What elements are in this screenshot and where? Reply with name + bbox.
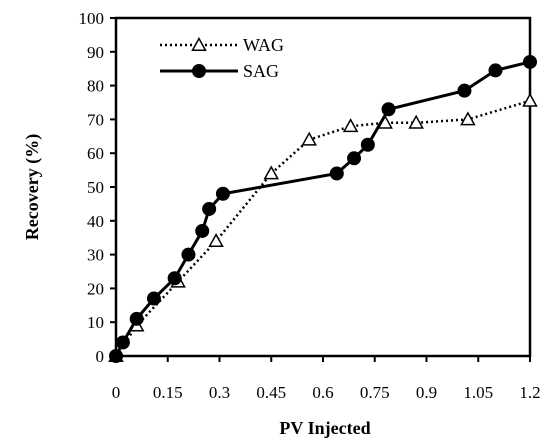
y-tick-label: 80 xyxy=(87,77,104,96)
series-sag xyxy=(109,54,537,363)
x-axis-label: PV Injected xyxy=(279,418,370,438)
data-point-sag xyxy=(329,166,344,181)
x-tick-label: 0.15 xyxy=(153,383,183,402)
y-tick-label: 0 xyxy=(96,347,105,366)
y-tick-label: 10 xyxy=(87,313,104,332)
data-point-sag xyxy=(146,291,161,306)
data-point-wag xyxy=(263,165,280,180)
legend-marker-sag xyxy=(192,64,206,78)
legend-marker-wag xyxy=(191,36,207,51)
data-point-sag xyxy=(347,151,362,166)
series-line-wag xyxy=(114,99,531,357)
y-tick-label: 100 xyxy=(79,9,105,28)
data-point-wag xyxy=(342,118,359,133)
data-point-sag xyxy=(195,223,210,238)
x-tick-label: 0.75 xyxy=(360,383,390,402)
data-point-sag xyxy=(202,201,217,216)
x-tick-label: 0.3 xyxy=(209,383,230,402)
x-tick-label: 0.9 xyxy=(416,383,437,402)
legend-label-wag: WAG xyxy=(243,35,284,55)
legend: WAG SAG xyxy=(160,35,284,81)
y-tick-label: 20 xyxy=(87,279,104,298)
plot-frame xyxy=(114,16,532,358)
series-wag xyxy=(108,92,538,362)
data-point-sag xyxy=(523,54,537,69)
series-line-sag xyxy=(114,60,531,357)
x-tick-label: 0 xyxy=(112,383,121,402)
y-tick-label: 30 xyxy=(87,246,104,265)
data-point-sag xyxy=(457,83,472,98)
data-point-sag xyxy=(488,63,503,78)
legend-label-sag: SAG xyxy=(243,61,279,81)
y-tick-label: 60 xyxy=(87,144,104,163)
x-tick-label: 0.6 xyxy=(312,383,333,402)
data-point-sag xyxy=(360,137,375,152)
data-point-sag xyxy=(181,247,196,262)
data-point-wag xyxy=(301,131,317,146)
data-point-sag xyxy=(115,335,130,350)
data-point-sag xyxy=(167,271,182,286)
data-point-sag xyxy=(215,186,230,201)
series-layer xyxy=(108,54,538,363)
data-point-sag xyxy=(109,349,123,363)
data-point-wag xyxy=(208,233,224,248)
y-tick-label: 90 xyxy=(87,43,104,62)
data-point-sag xyxy=(129,311,144,326)
x-tick-label: 0.45 xyxy=(256,383,286,402)
y-tick-label: 40 xyxy=(87,212,104,231)
x-tick-label: 1.2 xyxy=(519,383,540,402)
data-point-wag xyxy=(460,111,476,126)
y-tick-label: 50 xyxy=(87,178,104,197)
y-axis-label: Recovery (%) xyxy=(22,134,43,240)
data-point-wag xyxy=(408,114,424,129)
y-tick-label: 70 xyxy=(87,110,104,129)
data-point-sag xyxy=(381,102,396,117)
x-tick-label: 1.05 xyxy=(463,383,493,402)
axes-layer: 0 10 20 30 40 50 60 70 80 90 100 0 0.15 0.3 0.45 0.6 0.7… xyxy=(22,9,541,438)
data-point-wag xyxy=(522,92,538,107)
